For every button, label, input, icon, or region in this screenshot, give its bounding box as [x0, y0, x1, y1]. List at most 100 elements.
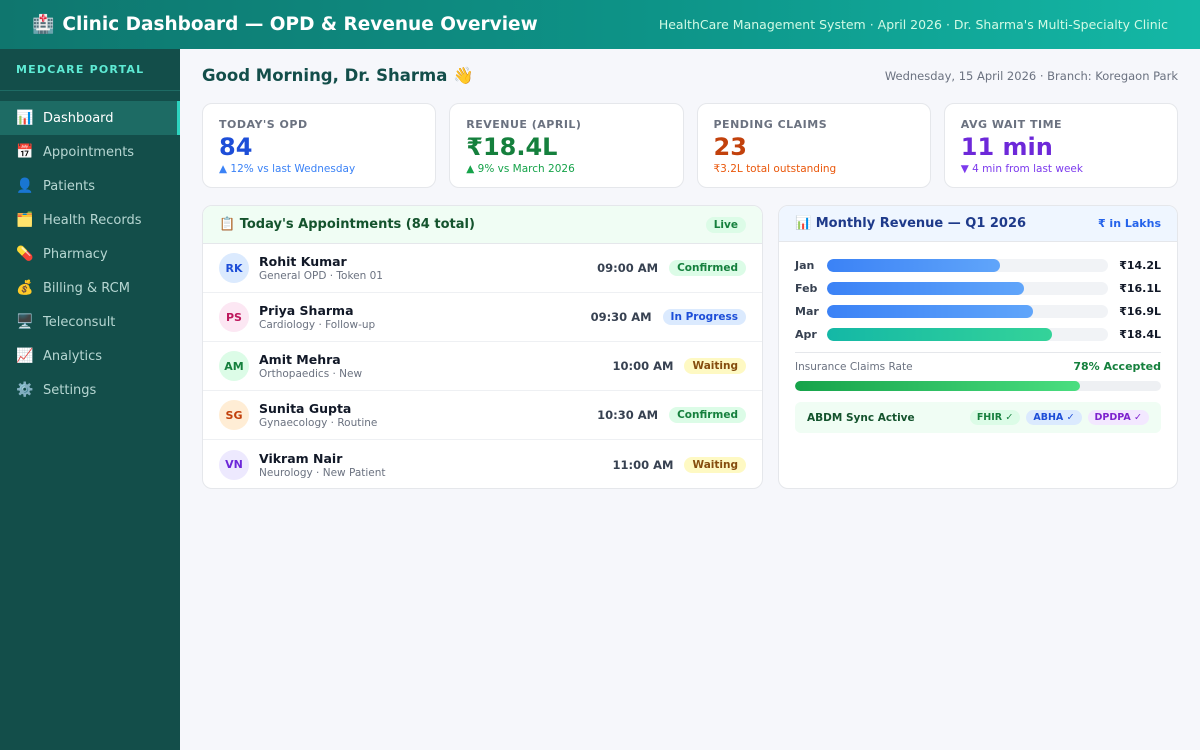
- patient-department: Neurology · New Patient: [259, 466, 386, 479]
- kpi-value: 11 min: [960, 133, 1053, 161]
- kpi-card-wait-time[interactable]: AVG WAIT TIME 11 min ▼ 4 min from last w…: [943, 103, 1178, 188]
- hospital-icon: 🏥: [32, 14, 55, 35]
- patient-info: Rohit Kumar General OPD · Token 01: [259, 254, 597, 282]
- appointment-row[interactable]: VN Vikram Nair Neurology · New Patient 1…: [203, 440, 762, 488]
- divider: [795, 352, 1161, 353]
- brand-label: MEDCARE PORTAL: [0, 49, 180, 91]
- sidebar-item-label: Teleconsult: [43, 314, 116, 330]
- claims-value: 78% Accepted: [1073, 360, 1161, 373]
- patient-department: Cardiology · Follow-up: [259, 319, 376, 331]
- kpi-row: TODAY'S OPD 84 ▲ 12% vs last Wednesday R…: [202, 103, 1178, 188]
- revenue-bar: [827, 259, 1001, 272]
- kpi-label: TODAY'S OPD: [219, 118, 308, 131]
- appointment-time: 09:30 AM: [590, 310, 652, 324]
- kpi-trend: ▲ 9% vs March 2026: [466, 163, 575, 175]
- bar-track: [827, 282, 1108, 295]
- page-title: 🏥 Clinic Dashboard — OPD & Revenue Overv…: [32, 14, 538, 35]
- calendar-icon: 📅: [16, 144, 34, 160]
- revenue-body: Jan ₹14.2L Feb ₹16.1L Mar: [779, 242, 1177, 433]
- appointment-row[interactable]: SG Sunita Gupta Gynaecology · Routine 10…: [203, 391, 762, 440]
- folder-icon: 🗂️: [16, 212, 34, 228]
- unit-label: ₹ in Lakhs: [1097, 217, 1161, 230]
- revenue-title-text: Monthly Revenue — Q1 2026: [815, 216, 1027, 231]
- sidebar-item-health-records[interactable]: 🗂️ Health Records: [0, 203, 180, 237]
- status-badge: Confirmed: [669, 260, 746, 276]
- claims-progress-track: [795, 381, 1161, 391]
- revenue-header: 📊 Monthly Revenue — Q1 2026 ₹ in Lakhs: [779, 206, 1177, 242]
- appointment-row[interactable]: RK Rohit Kumar General OPD · Token 01 09…: [203, 244, 762, 293]
- claims-row: Insurance Claims Rate 78% Accepted: [795, 360, 1161, 373]
- sidebar-item-label: Health Records: [43, 212, 142, 228]
- sidebar-item-pharmacy[interactable]: 💊 Pharmacy: [0, 237, 180, 271]
- appointment-row[interactable]: AM Amit Mehra Orthopaedics · New 10:00 A…: [203, 342, 762, 391]
- kpi-card-revenue[interactable]: REVENUE (APRIL) ₹18.4L ▲ 9% vs March 202…: [449, 103, 684, 188]
- status-badge: Confirmed: [669, 407, 746, 423]
- sidebar-item-appointments[interactable]: 📅 Appointments: [0, 135, 180, 169]
- bar-value-label: ₹16.9L: [1119, 305, 1161, 318]
- patient-name: Rohit Kumar: [259, 254, 347, 269]
- kpi-value: 84: [219, 133, 253, 161]
- date-branch-info: Wednesday, 15 April 2026 · Branch: Koreg…: [884, 69, 1178, 83]
- sidebar-item-label: Billing & RCM: [43, 280, 130, 296]
- kpi-label: AVG WAIT TIME: [960, 118, 1063, 131]
- main-content: Good Morning, Dr. Sharma 👋 Wednesday, 15…: [202, 49, 1178, 489]
- kpi-trend: ▲ 12% vs last Wednesday: [219, 163, 356, 175]
- patient-department: Orthopaedics · New: [259, 368, 363, 380]
- sidebar-item-settings[interactable]: ⚙️ Settings: [0, 373, 180, 407]
- appointment-row[interactable]: PS Priya Sharma Cardiology · Follow-up 0…: [203, 293, 762, 342]
- appointment-time: 11:00 AM: [612, 457, 674, 472]
- sidebar-item-analytics[interactable]: 📈 Analytics: [0, 339, 180, 373]
- sidebar-item-patients[interactable]: 👤 Patients: [0, 169, 180, 203]
- claims-label: Insurance Claims Rate: [795, 360, 913, 373]
- greeting: Good Morning, Dr. Sharma 👋: [202, 66, 474, 85]
- claims-progress-bar: [795, 381, 1081, 391]
- revenue-bar: [827, 328, 1052, 341]
- patient-info: Priya Sharma Cardiology · Follow-up: [259, 303, 591, 331]
- avatar: AM: [219, 351, 249, 381]
- monitor-icon: 🖥️: [16, 314, 34, 330]
- appointments-list: RK Rohit Kumar General OPD · Token 01 09…: [203, 244, 762, 488]
- clipboard-icon: 📋: [219, 217, 236, 232]
- sidebar-item-teleconsult[interactable]: 🖥️ Teleconsult: [0, 305, 180, 339]
- revenue-bar: [827, 305, 1034, 318]
- kpi-value: ₹18.4L: [466, 133, 558, 161]
- abha-chip: ABHA ✓: [1026, 410, 1082, 425]
- patient-department: General OPD · Token 01: [259, 270, 383, 282]
- sidebar-item-billing[interactable]: 💰 Billing & RCM: [0, 271, 180, 305]
- pill-icon: 💊: [16, 246, 34, 262]
- revenue-bar-row: Mar ₹16.9L: [795, 300, 1161, 323]
- patient-name: Priya Sharma: [259, 303, 354, 318]
- money-bag-icon: 💰: [16, 280, 34, 296]
- bar-month-label: Feb: [795, 282, 818, 295]
- kpi-card-pending-claims[interactable]: PENDING CLAIMS 23 ₹3.2L total outstandin…: [696, 103, 931, 188]
- revenue-bar: [827, 282, 1024, 295]
- sidebar-item-label: Analytics: [43, 348, 103, 364]
- dpdpa-chip: DPDPA ✓: [1087, 410, 1149, 425]
- revenue-panel: 📊 Monthly Revenue — Q1 2026 ₹ in Lakhs J…: [778, 205, 1178, 489]
- avatar: VN: [219, 449, 249, 480]
- bar-track: [827, 305, 1108, 318]
- bar-value-label: ₹14.2L: [1119, 259, 1161, 272]
- gear-icon: ⚙️: [16, 382, 34, 398]
- kpi-trend: ▼ 4 min from last week: [960, 163, 1083, 175]
- revenue-bar-row: Feb ₹16.1L: [795, 277, 1161, 300]
- status-badge: Waiting: [684, 456, 746, 473]
- page-title-text: Clinic Dashboard — OPD & Revenue Overvie…: [62, 14, 538, 35]
- sidebar-item-dashboard[interactable]: 📊 Dashboard: [0, 101, 180, 135]
- patient-name: Amit Mehra: [259, 352, 341, 367]
- greeting-row: Good Morning, Dr. Sharma 👋 Wednesday, 15…: [202, 49, 1178, 103]
- kpi-value: 23: [713, 133, 747, 161]
- appointments-header: 📋 Today's Appointments (84 total) Live: [203, 206, 762, 244]
- user-icon: 👤: [16, 178, 34, 194]
- appointment-time: 10:30 AM: [597, 408, 659, 422]
- kpi-card-opd[interactable]: TODAY'S OPD 84 ▲ 12% vs last Wednesday: [202, 103, 437, 188]
- appointments-panel: 📋 Today's Appointments (84 total) Live R…: [202, 205, 763, 489]
- status-badge: Waiting: [684, 358, 746, 374]
- revenue-bar-row: Apr ₹18.4L: [795, 323, 1161, 346]
- sidebar-item-label: Appointments: [43, 144, 135, 160]
- abdm-sync-status: ABDM Sync Active FHIR ✓ ABHA ✓ DPDPA ✓: [795, 402, 1161, 433]
- fhir-chip: FHIR ✓: [969, 410, 1021, 425]
- sidebar-item-label: Dashboard: [43, 110, 114, 126]
- appointment-time: 09:00 AM: [597, 261, 659, 275]
- kpi-trend: ₹3.2L total outstanding: [713, 163, 837, 175]
